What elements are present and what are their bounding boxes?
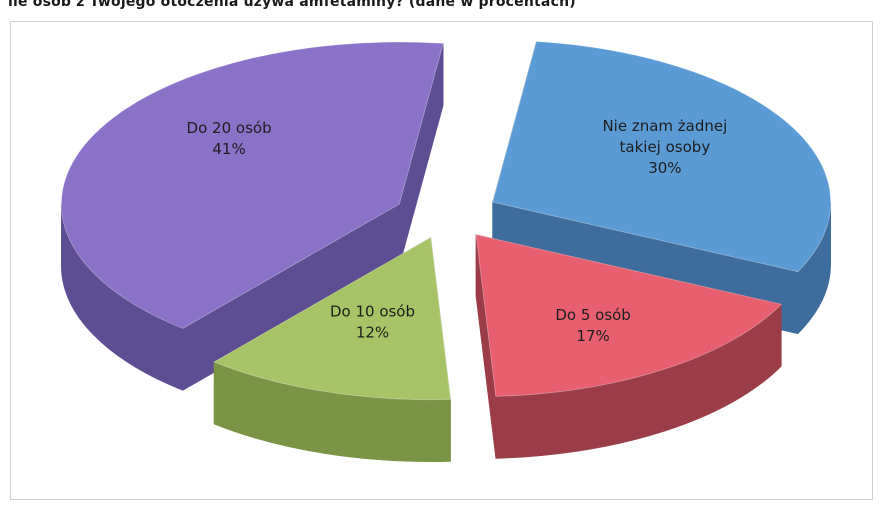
slice-percent-label: 30% — [648, 159, 681, 177]
slice-category-label: Do 5 osób — [555, 306, 631, 324]
pie-slice-2 — [475, 234, 783, 459]
slice-label-3: Do 10 osób 12% — [330, 302, 415, 341]
slice-category-label: Do 10 osób — [330, 302, 415, 320]
slice-percent-label: 41% — [212, 140, 245, 158]
slice-percent-label: 12% — [356, 323, 389, 341]
pie-slice-top — [475, 234, 783, 397]
slice-percent-label: 17% — [576, 327, 609, 345]
slice-category-label: Nie znam żadnej — [602, 117, 727, 135]
slice-label-1: Nie znam żadnej takiej osoby 30% — [602, 117, 727, 177]
slice-label-4: Do 20 osób 41% — [187, 119, 272, 158]
pie-slice-3 — [213, 237, 451, 462]
chart-title: ile osób z Twojego otoczenia używa amfet… — [8, 0, 576, 10]
pie-slice-face-end — [399, 43, 444, 267]
chart-frame — [10, 21, 873, 500]
pie-slice-top — [213, 237, 451, 401]
slice-label-2: Do 5 osób 17% — [555, 306, 631, 345]
pie-slice-4 — [61, 41, 444, 391]
pie-slice-top — [492, 41, 832, 273]
slice-category-label: takiej osoby — [620, 138, 711, 156]
pie-slice-top — [61, 41, 444, 329]
slice-category-label: Do 20 osób — [187, 119, 272, 137]
